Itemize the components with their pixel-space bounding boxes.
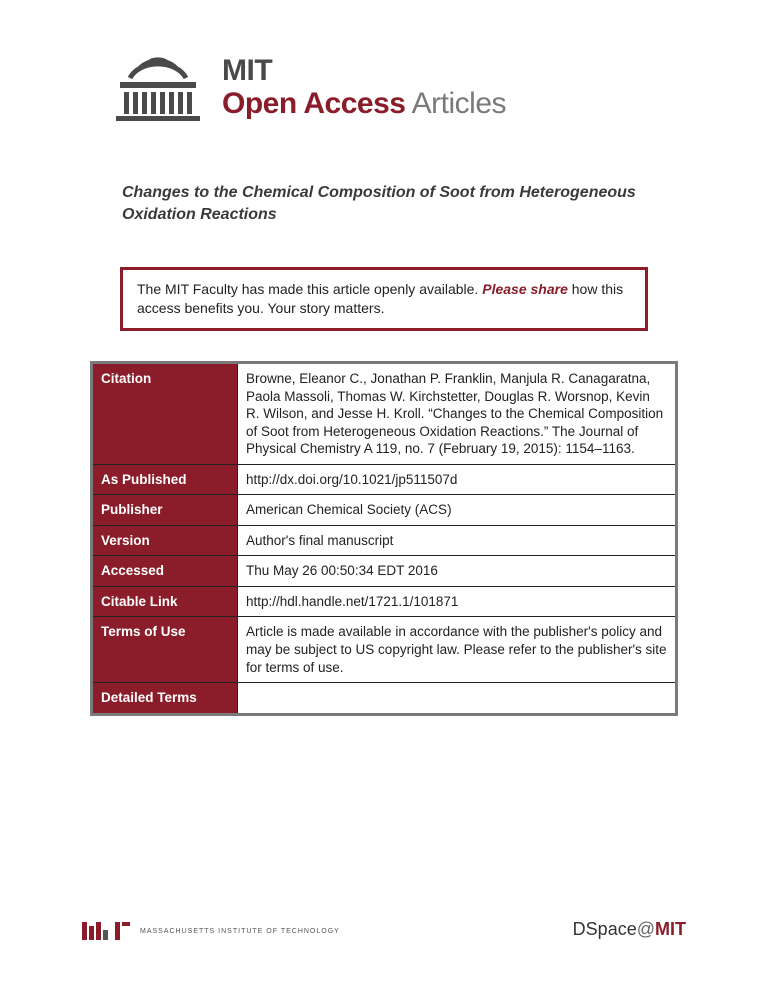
table-row: CitationBrowne, Eleanor C., Jonathan P. …	[92, 362, 677, 464]
page-footer: Massachusetts Institute of Technology DS…	[82, 919, 686, 940]
institute-name: Massachusetts Institute of Technology	[140, 928, 340, 935]
metadata-label: Version	[92, 525, 238, 556]
metadata-table: CitationBrowne, Eleanor C., Jonathan P. …	[90, 361, 678, 716]
metadata-label: Accessed	[92, 556, 238, 587]
metadata-value: American Chemical Society (ACS)	[238, 495, 677, 526]
table-row: Citable Linkhttp://hdl.handle.net/1721.1…	[92, 586, 677, 617]
article-title: Changes to the Chemical Composition of S…	[122, 182, 646, 225]
metadata-label: Detailed Terms	[92, 683, 238, 715]
share-emphasis: Please share	[482, 281, 568, 297]
footer-left: Massachusetts Institute of Technology	[82, 922, 340, 940]
metadata-value: Author's final manuscript	[238, 525, 677, 556]
mit-oa-logo: MIT Open Access Articles	[112, 50, 686, 124]
table-row: Detailed Terms	[92, 683, 677, 715]
table-row: PublisherAmerican Chemical Society (ACS)	[92, 495, 677, 526]
logo-line1: MIT	[222, 54, 506, 87]
metadata-label: Publisher	[92, 495, 238, 526]
table-row: Terms of UseArticle is made available in…	[92, 617, 677, 683]
share-text-before: The MIT Faculty has made this article op…	[137, 281, 482, 297]
table-row: AccessedThu May 26 00:50:34 EDT 2016	[92, 556, 677, 587]
table-row: As Publishedhttp://dx.doi.org/10.1021/jp…	[92, 464, 677, 495]
metadata-value: Thu May 26 00:50:34 EDT 2016	[238, 556, 677, 587]
metadata-label: Terms of Use	[92, 617, 238, 683]
dome-icon	[112, 50, 204, 124]
dspace-label: DSpace@MIT	[573, 919, 686, 940]
metadata-value: Article is made available in accordance …	[238, 617, 677, 683]
metadata-value: http://hdl.handle.net/1721.1/101871	[238, 586, 677, 617]
metadata-value: http://dx.doi.org/10.1021/jp511507d	[238, 464, 677, 495]
metadata-value: Browne, Eleanor C., Jonathan P. Franklin…	[238, 362, 677, 464]
logo-line2: Open Access Articles	[222, 87, 506, 120]
metadata-value	[238, 683, 677, 715]
metadata-label: As Published	[92, 464, 238, 495]
metadata-label: Citation	[92, 362, 238, 464]
table-row: VersionAuthor's final manuscript	[92, 525, 677, 556]
share-notice: The MIT Faculty has made this article op…	[120, 267, 648, 331]
metadata-label: Citable Link	[92, 586, 238, 617]
mit-logo-icon	[82, 922, 130, 940]
